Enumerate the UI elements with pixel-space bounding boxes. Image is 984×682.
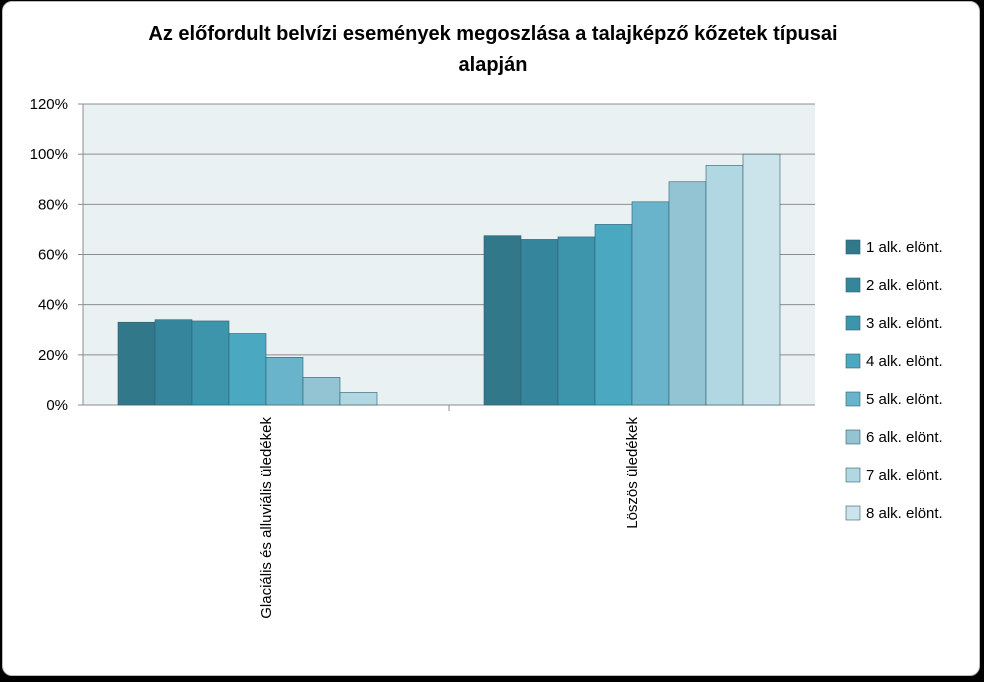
x-category-label: Glaciális és alluviális üledékek [258, 417, 275, 619]
bar [557, 236, 596, 406]
bar [483, 235, 522, 406]
legend-label: 4 alk. elönt. [866, 353, 943, 370]
y-tick-label: 80% [38, 196, 68, 213]
y-tick-label: 60% [38, 247, 68, 264]
x-category-label: Löszös üledékek [624, 417, 641, 529]
legend-swatch [845, 429, 861, 445]
bar [339, 392, 378, 406]
y-tick-label: 100% [30, 146, 68, 163]
bar [191, 320, 230, 406]
legend-label: 5 alk. elönt. [866, 391, 943, 408]
plot-area: 0% 20% 40% 60% 80% 100% 120% Glaciális és alluv… [30, 96, 815, 619]
bar [668, 181, 707, 406]
legend-swatch [845, 315, 861, 331]
bar [520, 239, 559, 406]
y-tick-label: 20% [38, 347, 68, 364]
bar [228, 333, 267, 406]
y-tick-label: 0% [46, 397, 68, 414]
legend-label: 7 alk. elönt. [866, 467, 943, 484]
bar-chart: Az előfordult belvízi események megoszlá… [30, 23, 943, 619]
bar [631, 201, 670, 406]
legend-swatch [845, 239, 861, 255]
legend-swatch [845, 353, 861, 369]
legend-label: 3 alk. elönt. [866, 315, 943, 332]
legend-label: 8 alk. elönt. [866, 505, 943, 522]
legend: 1 alk. elönt. 2 alk. elönt. 3 alk. elönt. 4… [845, 239, 943, 522]
bar [265, 357, 304, 406]
legend-label: 2 alk. elönt. [866, 277, 943, 294]
y-tick-label: 40% [38, 297, 68, 314]
chart-title-line-1: Az előfordult belvízi események megoszlá… [148, 23, 837, 45]
y-tick-label: 120% [30, 96, 68, 113]
bar [705, 165, 744, 406]
legend-label: 1 alk. elönt. [866, 239, 943, 256]
bar [594, 224, 633, 406]
legend-swatch [845, 277, 861, 293]
legend-swatch [845, 505, 861, 521]
bar [742, 153, 781, 406]
chart-title-line-2: alapján [459, 54, 528, 76]
legend-label: 6 alk. elönt. [866, 429, 943, 446]
legend-swatch [845, 391, 861, 407]
bar [117, 321, 156, 406]
bar [302, 377, 341, 406]
bar [154, 319, 193, 406]
legend-swatch [845, 467, 861, 483]
